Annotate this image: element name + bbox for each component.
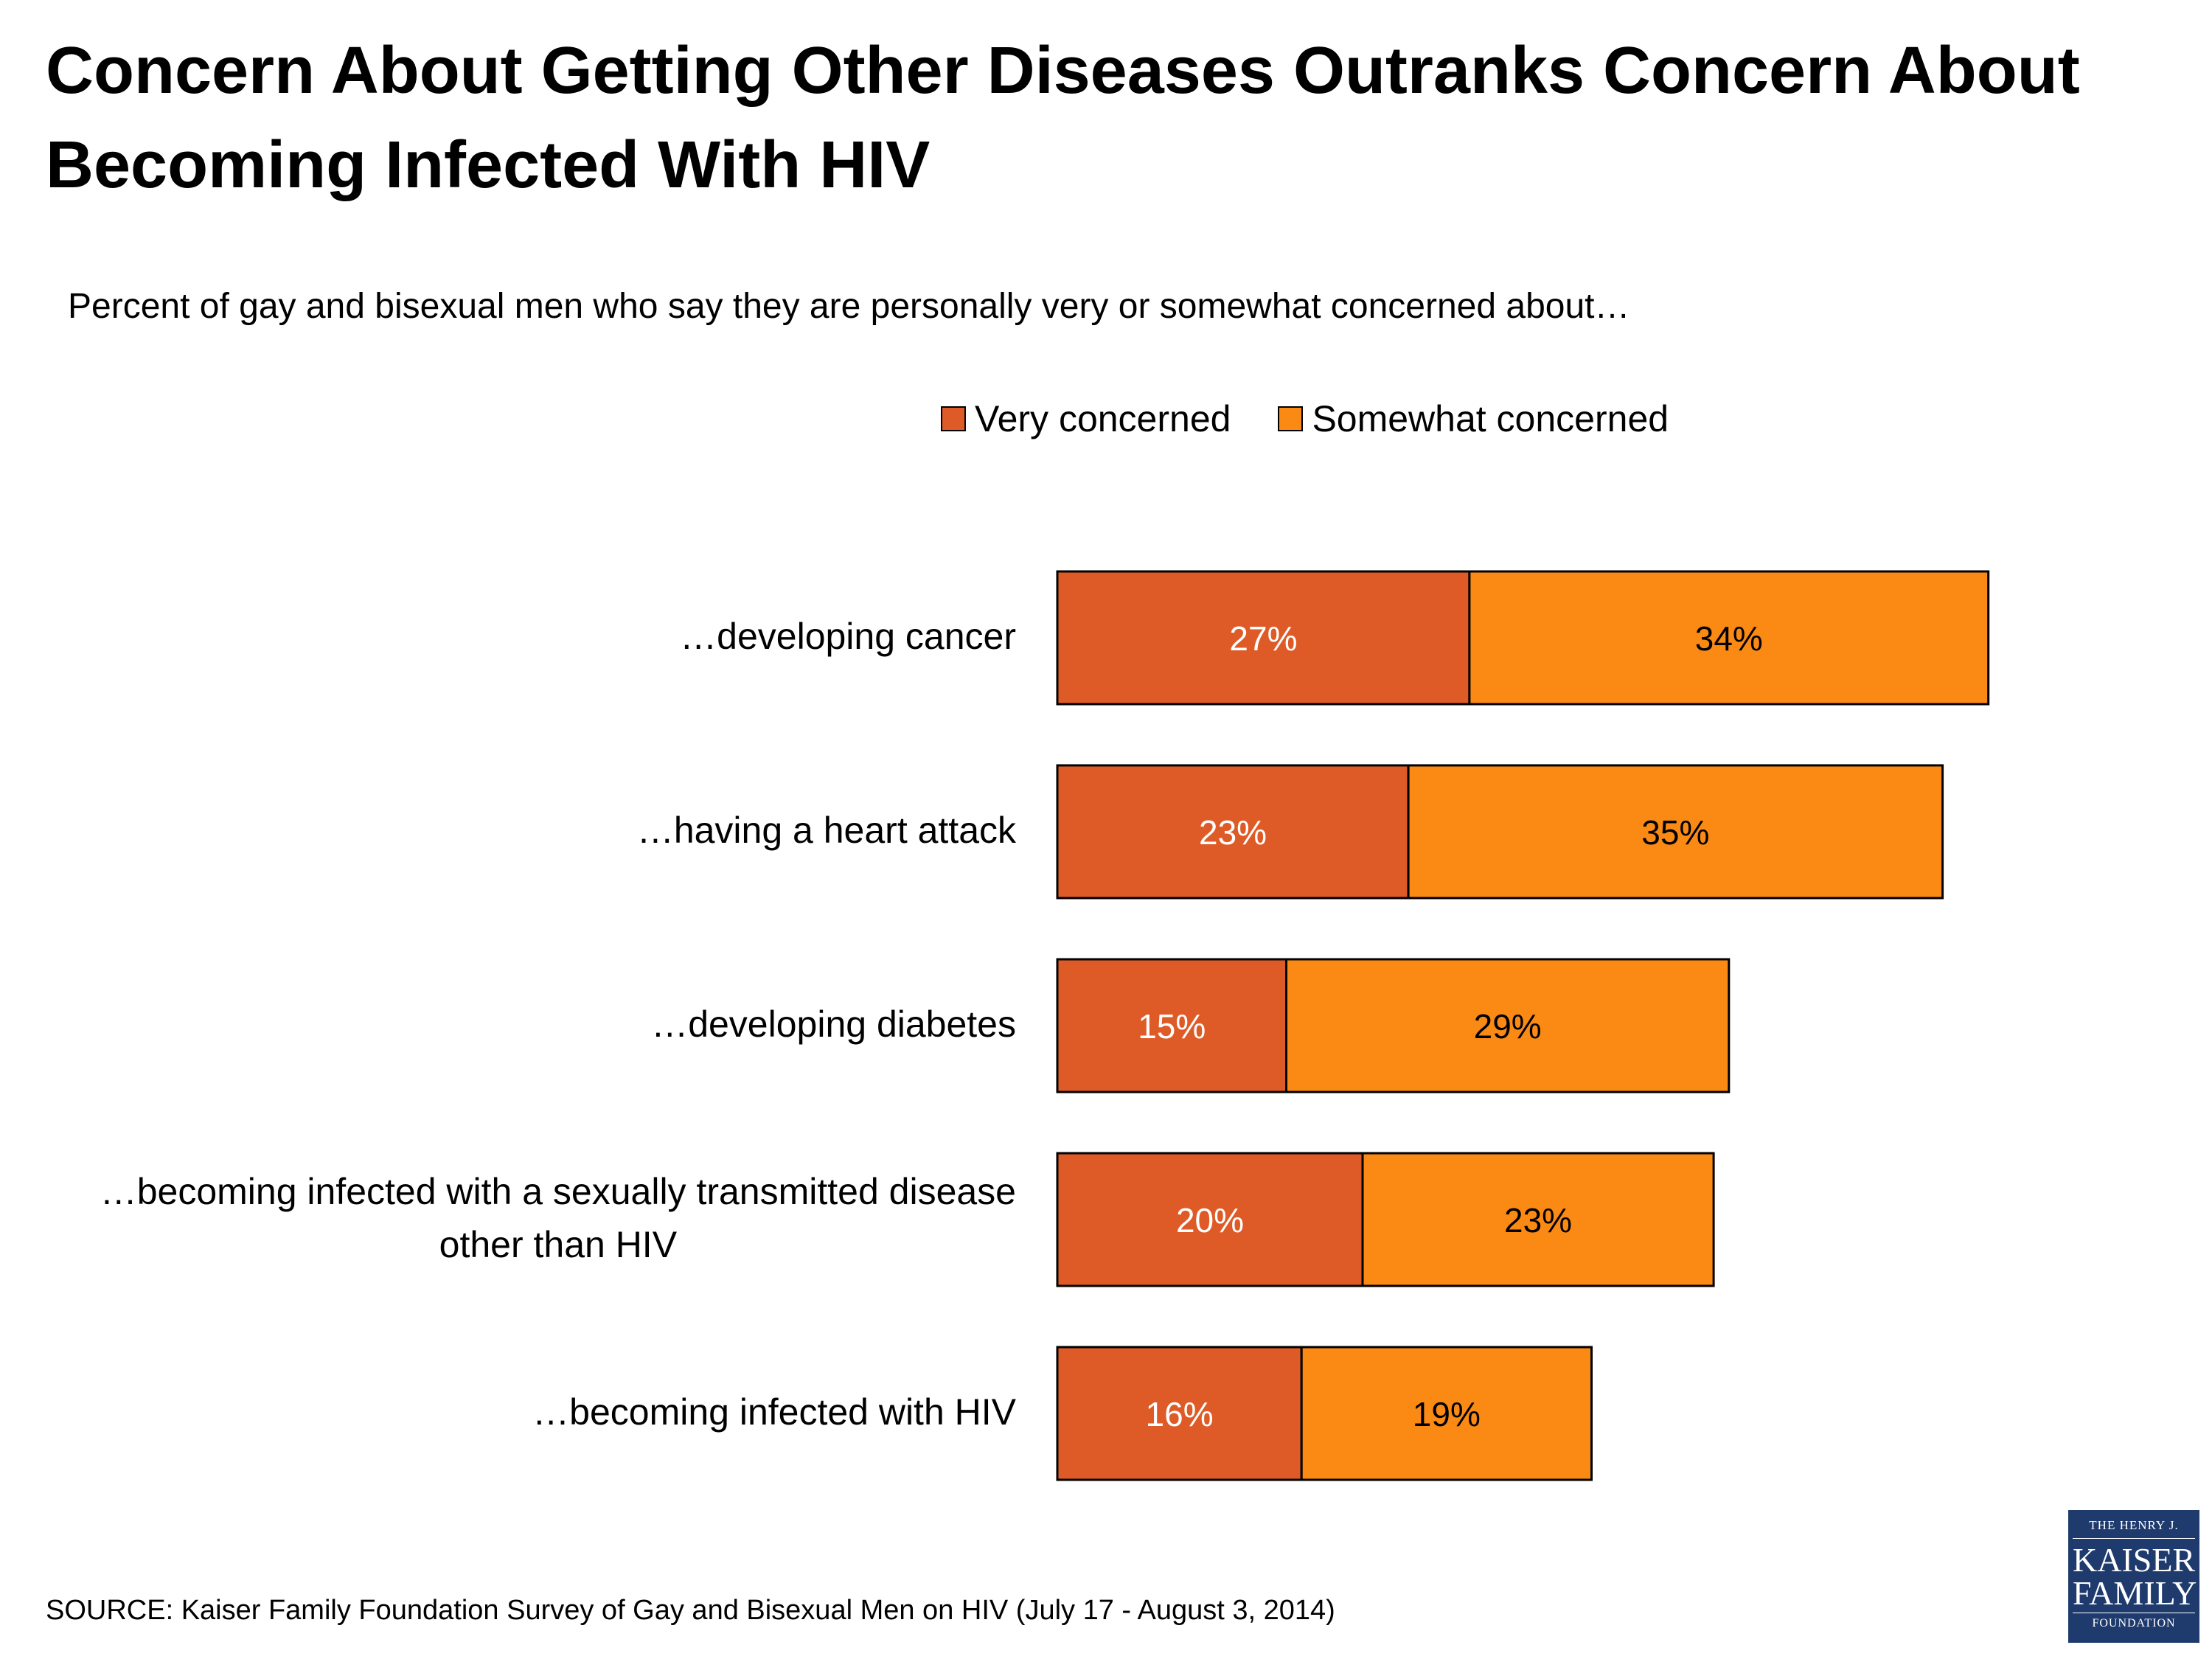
bar-segment-very-3	[1056, 1152, 1364, 1287]
chart-subtitle: Percent of gay and bisexual men who say …	[68, 287, 1630, 326]
category-label-3: …becoming infected with a sexually trans…	[100, 1171, 1016, 1265]
data-label-very-2: 15%	[1138, 1007, 1206, 1046]
logo-line-2: KAISER	[2073, 1541, 2196, 1579]
bar-segment-very-1	[1056, 764, 1410, 900]
source-note: SOURCE: Kaiser Family Foundation Survey …	[46, 1595, 1335, 1626]
bar-segment-somewhat-1	[1407, 764, 1944, 900]
logo-line-4: FOUNDATION	[2073, 1613, 2195, 1632]
legend-swatch-very-concerned	[941, 406, 966, 431]
data-label-very-1: 23%	[1199, 813, 1267, 852]
data-label-somewhat-3: 23%	[1504, 1201, 1572, 1239]
bar-segment-very-4	[1056, 1346, 1303, 1481]
legend-label-somewhat-concerned: Somewhat concerned	[1312, 398, 1669, 439]
data-label-somewhat-1: 35%	[1641, 813, 1709, 852]
category-label-4: …becoming infected with HIV	[532, 1391, 1017, 1433]
legend-swatch-somewhat-concerned	[1278, 406, 1304, 431]
kff-logo: THE HENRY J. KAISER FAMILY FOUNDATION	[2068, 1510, 2199, 1643]
data-label-very-4: 16%	[1146, 1395, 1214, 1433]
logo-line-1: THE HENRY J.	[2073, 1516, 2195, 1539]
logo-line-3: FAMILY	[2073, 1574, 2197, 1612]
bar-segment-somewhat-2	[1285, 958, 1731, 1093]
chart-title: Concern About Getting Other Diseases Out…	[46, 34, 2080, 202]
data-label-somewhat-0: 34%	[1695, 619, 1763, 658]
legend: Very concerned Somewhat concerned	[941, 395, 1669, 442]
data-label-somewhat-4: 19%	[1413, 1395, 1481, 1433]
data-label-somewhat-2: 29%	[1474, 1007, 1542, 1046]
category-label-2: …developing diabetes	[651, 1004, 1016, 1045]
bar-segment-very-2	[1056, 958, 1287, 1093]
legend-item-very-concerned: Very concerned	[941, 395, 1231, 442]
legend-item-somewhat-concerned: Somewhat concerned	[1278, 395, 1669, 442]
category-label-1: …having a heart attack	[637, 810, 1017, 851]
legend-label-very-concerned: Very concerned	[975, 398, 1231, 439]
bar-segment-very-0	[1056, 570, 1471, 706]
data-label-very-0: 27%	[1229, 619, 1297, 658]
bar-segment-somewhat-3	[1361, 1152, 1715, 1287]
bar-segment-somewhat-0	[1468, 570, 1990, 706]
data-label-very-3: 20%	[1176, 1201, 1244, 1239]
category-label-0: …developing cancer	[680, 616, 1016, 657]
bar-segment-somewhat-4	[1300, 1346, 1593, 1481]
